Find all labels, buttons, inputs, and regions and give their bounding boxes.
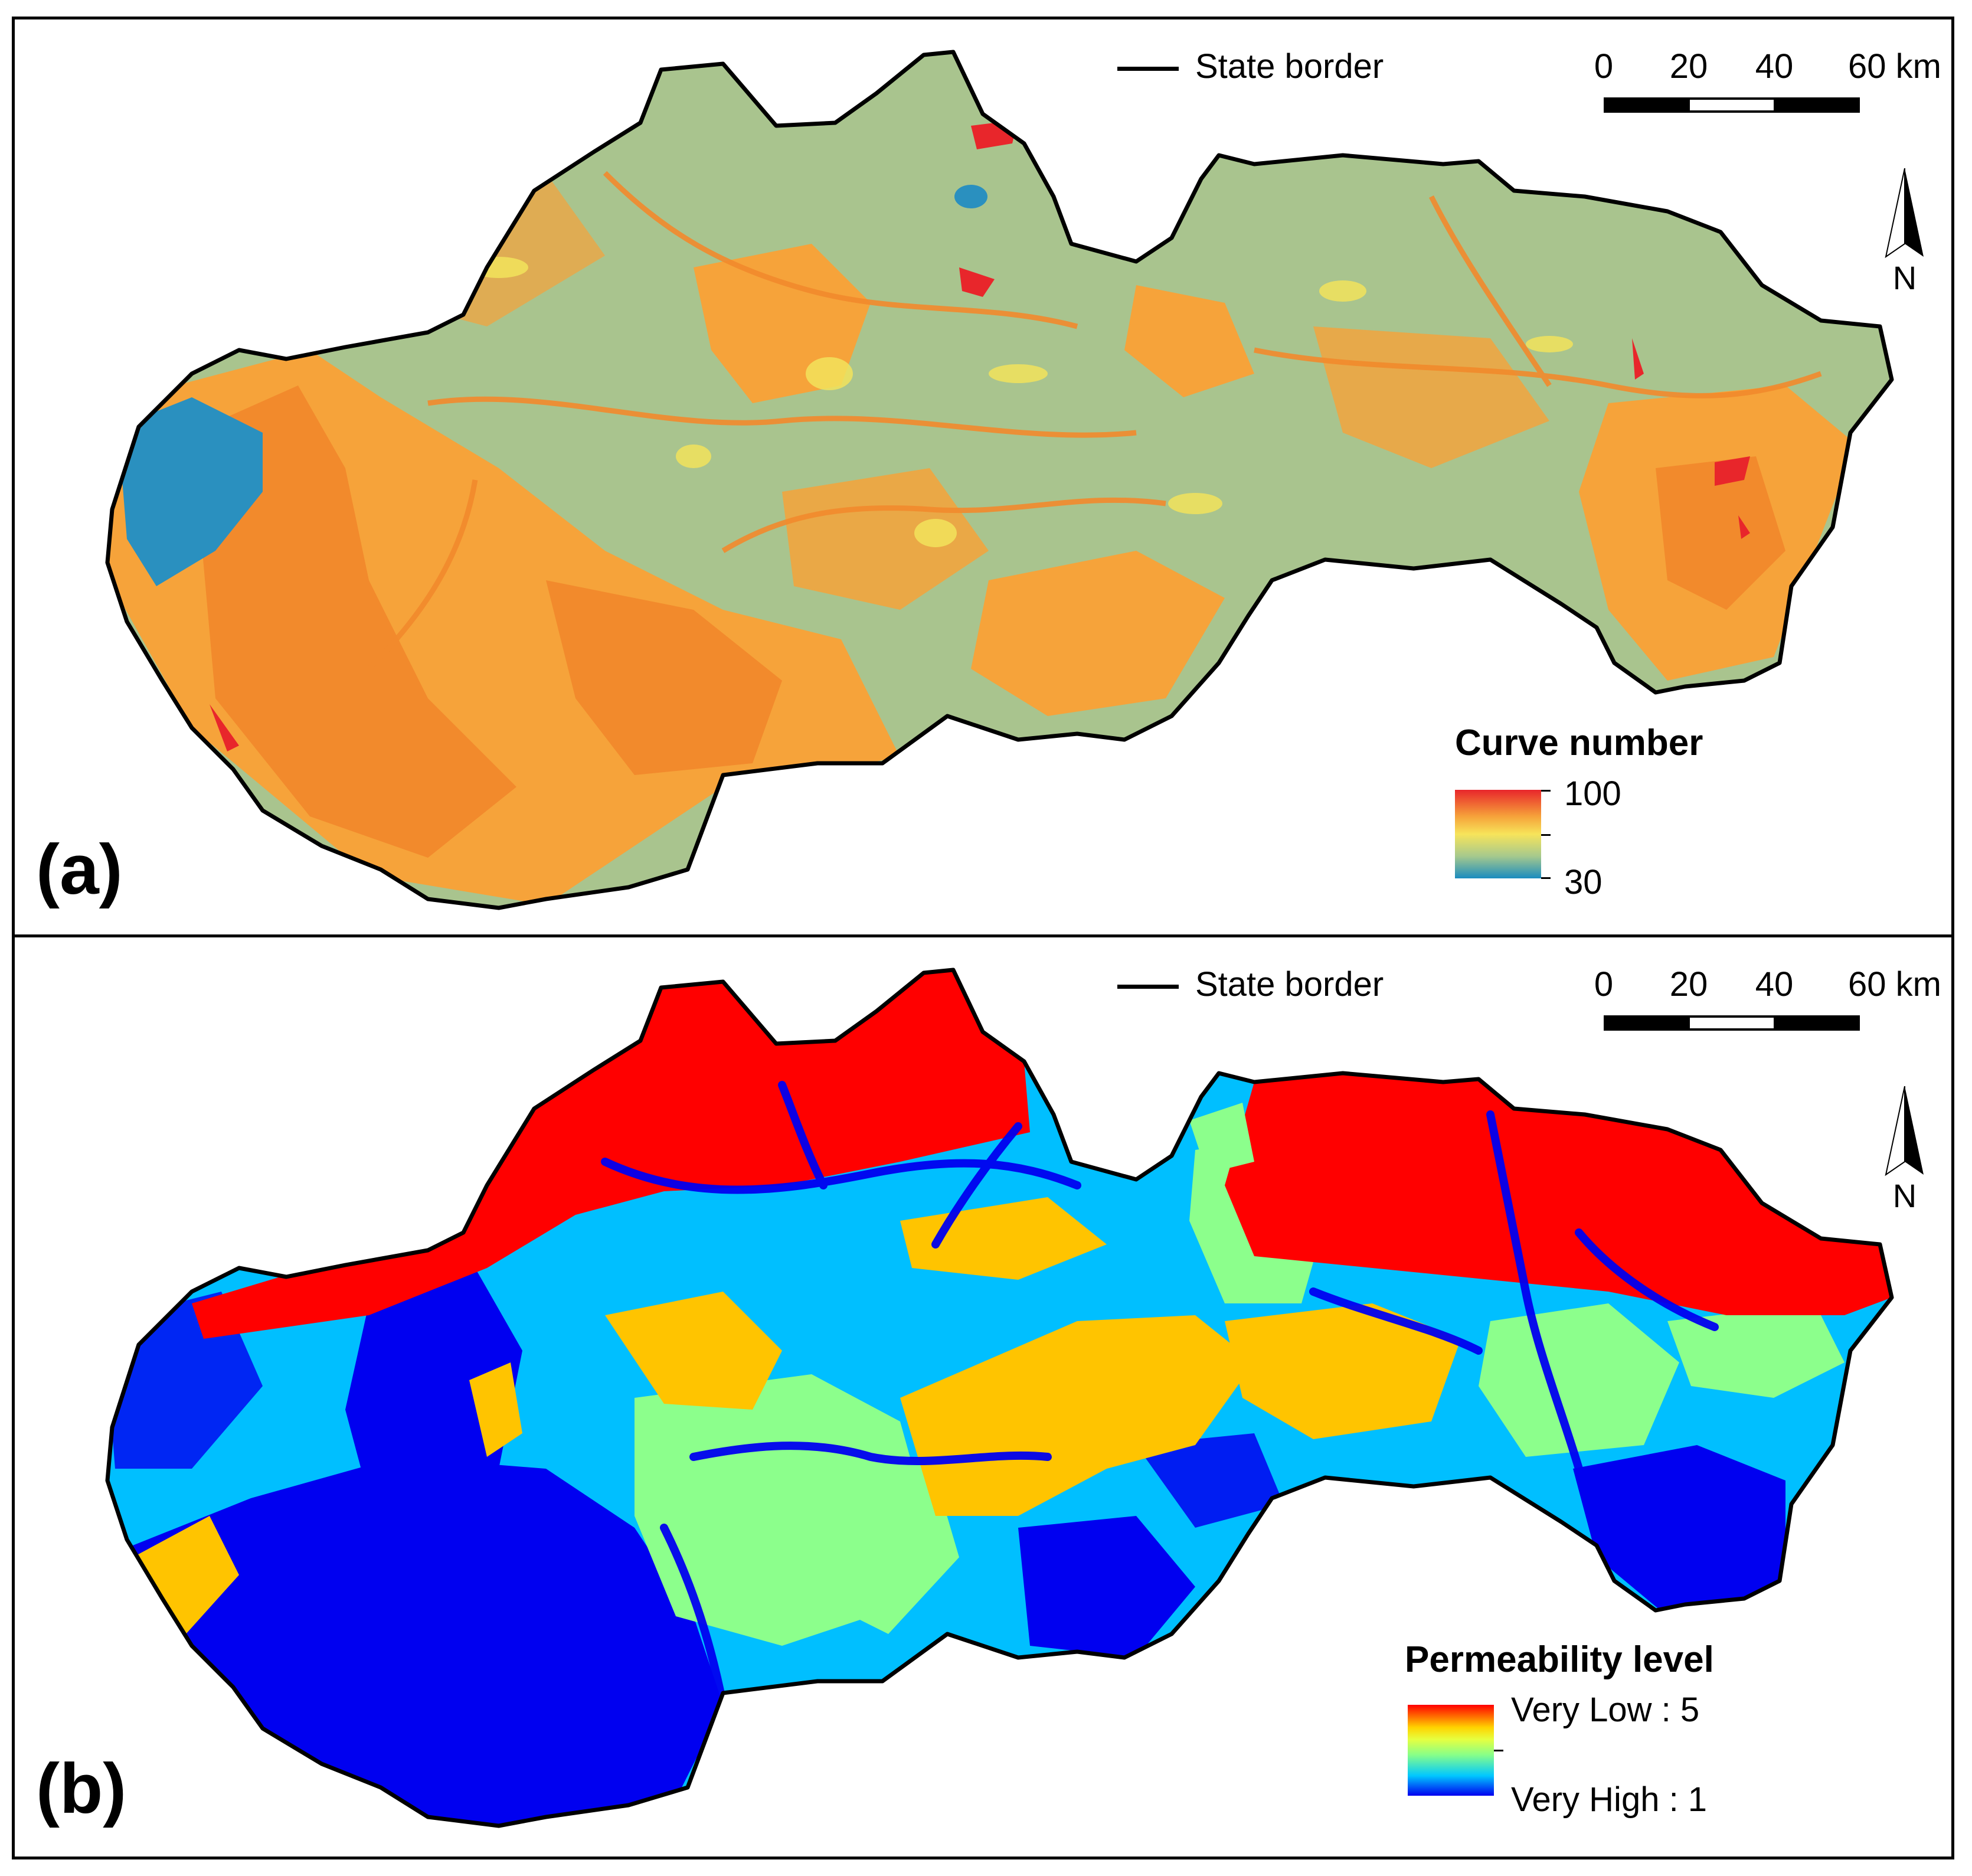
curve-number-max-label: 100 xyxy=(1564,774,1621,813)
map-panel-a: State border 0 20 40 60 km N Curve numbe… xyxy=(12,17,1954,937)
curve-number-color-ramp xyxy=(1455,790,1541,878)
state-border-legend-line xyxy=(1117,985,1179,989)
ramp-tick-mid xyxy=(1494,1750,1503,1751)
state-border xyxy=(105,50,1894,910)
map-panel-b: State border 0 20 40 60 km N Permeabilit… xyxy=(12,934,1954,1859)
permeability-color-ramp xyxy=(1408,1705,1494,1796)
state-border xyxy=(105,968,1894,1828)
permeability-map xyxy=(105,968,1894,1828)
state-border-legend-label: State border xyxy=(1195,47,1384,86)
scale-label-40: 40 xyxy=(1755,965,1794,1004)
north-arrow-icon: N xyxy=(1885,168,1924,292)
curve-number-legend-title: Curve number xyxy=(1455,723,1703,763)
ramp-tick-min xyxy=(1541,877,1551,879)
panel-label-a: (a) xyxy=(36,830,123,909)
scale-label-60km: 60 km xyxy=(1848,47,1941,86)
scale-label-0: 0 xyxy=(1594,965,1614,1004)
curve-number-min-label: 30 xyxy=(1564,863,1603,901)
scale-label-60km: 60 km xyxy=(1848,965,1941,1004)
ramp-tick-max xyxy=(1541,790,1551,792)
panel-label-b: (b) xyxy=(36,1749,127,1828)
scale-label-0: 0 xyxy=(1594,47,1614,86)
north-label: N xyxy=(1893,1177,1917,1210)
north-arrow-icon: N xyxy=(1885,1086,1924,1210)
scale-label-20: 20 xyxy=(1669,965,1708,1004)
scale-label-20: 20 xyxy=(1669,47,1708,86)
scale-bar xyxy=(1604,97,1860,113)
ramp-tick-mid xyxy=(1541,834,1551,836)
state-border-legend-line xyxy=(1117,67,1179,71)
permeability-max-label: Very Low : 5 xyxy=(1511,1691,1700,1729)
permeability-legend-title: Permeability level xyxy=(1405,1639,1714,1680)
state-border-legend-label: State border xyxy=(1195,965,1384,1004)
curve-number-map xyxy=(105,50,1894,910)
scale-bar xyxy=(1604,1015,1860,1031)
north-label: N xyxy=(1893,259,1917,292)
scale-label-40: 40 xyxy=(1755,47,1794,86)
permeability-min-label: Very High : 1 xyxy=(1511,1780,1708,1819)
